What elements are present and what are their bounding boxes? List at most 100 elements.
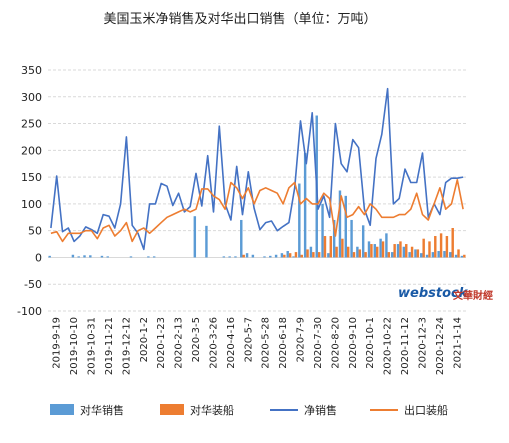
bar-china-shipment xyxy=(358,249,362,258)
legend-item: 净销售 xyxy=(270,403,337,417)
x-tick-label: 2020-4-16 xyxy=(226,317,237,369)
bar-china-shipment xyxy=(445,236,449,258)
x-tick-label: 2020-1-23 xyxy=(156,317,167,369)
bar-china-sales xyxy=(234,256,237,258)
legend-label: 对华销售 xyxy=(80,403,124,417)
bar-china-shipment xyxy=(381,241,385,258)
x-tick-label: 2020-3-26 xyxy=(209,317,220,369)
bar-china-sales xyxy=(437,251,440,258)
bar-china-sales xyxy=(89,255,92,258)
bar-china-shipment xyxy=(457,249,460,258)
bar-china-sales xyxy=(327,253,330,258)
bar-china-sales xyxy=(425,254,429,258)
bar-china-sales xyxy=(298,183,301,258)
x-tick-label: 2020-1-2 xyxy=(139,317,150,362)
x-tick-label: 2020-11-12 xyxy=(400,317,411,375)
bar-china-sales xyxy=(251,254,255,258)
bar-china-shipment xyxy=(323,236,327,258)
bar-china-shipment xyxy=(306,249,309,258)
legend-swatch xyxy=(50,404,74,415)
y-axis: -100 -50 0 50 100 150 200 250 300 350 xyxy=(17,64,42,318)
bar-china-sales xyxy=(222,256,226,258)
x-tick-label: 2019-11-21 xyxy=(104,317,115,375)
bar-china-sales xyxy=(338,190,342,258)
bar-china-shipment xyxy=(387,252,391,258)
legend-label: 净销售 xyxy=(304,403,337,417)
bar-china-sales xyxy=(454,254,458,258)
bar-china-sales xyxy=(286,251,289,258)
x-axis: 2019-9-19 2019-10-10 2019-10-31 2019-11-21 2… xyxy=(52,317,464,375)
y-tick-label: 250 xyxy=(21,118,42,131)
y-tick-label: 150 xyxy=(21,171,42,184)
bar-china-shipment xyxy=(294,252,298,258)
bar-china-shipment xyxy=(405,244,408,258)
bar-china-sales xyxy=(205,225,208,258)
bar-china-sales xyxy=(263,256,266,258)
legend-label: 出口装船 xyxy=(404,403,448,417)
bar-china-shipment xyxy=(364,252,367,258)
bar-china-sales xyxy=(147,256,150,258)
bar-china-sales xyxy=(443,251,446,258)
bar-china-sales xyxy=(449,252,452,258)
x-tick-label: 2020-5-28 xyxy=(261,317,272,369)
y-tick-label: 50 xyxy=(28,225,42,238)
bar-china-sales xyxy=(71,254,75,258)
bar-china-sales xyxy=(228,256,231,258)
bar-china-shipment xyxy=(416,249,420,258)
x-tick-label: 2020-12-24 xyxy=(435,317,446,375)
y-tick-label: 0 xyxy=(35,251,42,264)
bar-china-sales xyxy=(385,233,388,258)
bar-china-shipment xyxy=(428,241,431,258)
x-tick-label: 2020-3-5 xyxy=(191,317,202,362)
bar-china-sales xyxy=(414,249,417,258)
watermark-sub: 文華財經 xyxy=(453,289,493,302)
bar-china-shipment xyxy=(451,227,454,258)
bar-china-sales xyxy=(152,256,156,258)
bar-china-sales xyxy=(83,255,86,258)
bar-china-sales xyxy=(373,244,377,258)
x-tick-label: 2020-2-13 xyxy=(174,317,185,369)
watermark-logo: webstock 文華財經 xyxy=(398,286,493,302)
x-tick-label: 2019-12-12 xyxy=(121,317,132,375)
legend-swatch xyxy=(160,404,184,415)
x-tick-label: 2020-8-20 xyxy=(330,317,341,369)
bar-china-sales xyxy=(321,203,324,258)
bar-china-sales xyxy=(402,246,406,258)
x-tick-label: 2021-1-14 xyxy=(452,317,463,369)
bar-china-shipment xyxy=(422,238,425,258)
bar-china-shipment xyxy=(300,254,303,258)
bar-china-shipment xyxy=(352,252,356,258)
bar-china-sales xyxy=(431,252,435,258)
y-tick-label: 300 xyxy=(21,91,42,104)
legend-item: 对华装船 xyxy=(160,403,234,417)
y-tick-label: 200 xyxy=(21,144,42,157)
bar-china-sales xyxy=(274,254,278,258)
bar-china-shipment xyxy=(399,241,402,258)
x-tick-label: 2019-10-10 xyxy=(69,317,80,375)
legend: 对华销售 对华装船 净销售 出口装船 xyxy=(50,403,448,417)
bar-china-sales xyxy=(379,238,382,258)
bar-china-sales xyxy=(350,219,353,258)
bar-china-sales xyxy=(48,255,51,258)
legend-item: 对华销售 xyxy=(50,403,124,417)
bar-china-shipment xyxy=(463,254,466,258)
bar-china-sales xyxy=(361,225,365,258)
x-tick-label: 2020-12-3 xyxy=(418,317,429,369)
bar-china-sales xyxy=(280,253,284,258)
bar-china-shipment xyxy=(341,238,344,258)
bar-china-shipment xyxy=(410,246,414,258)
bar-china-sales xyxy=(240,219,243,258)
bar-china-shipment xyxy=(376,246,379,258)
x-tick-label: 2019-9-19 xyxy=(52,317,63,369)
x-tick-label: 2020-10-1 xyxy=(365,317,376,369)
bar-china-shipment xyxy=(312,252,315,258)
bar-china-sales xyxy=(77,256,80,258)
grid-lines xyxy=(48,69,466,312)
bar-china-shipment xyxy=(335,246,338,258)
x-tick-label: 2020-7-30 xyxy=(313,317,324,369)
bar-china-shipment xyxy=(317,252,321,258)
chart-title: 美国玉米净销售及对华出口销售（单位：万吨） xyxy=(103,11,376,27)
x-tick-label: 2020-6-18 xyxy=(278,317,289,369)
y-tick-label: -100 xyxy=(17,305,42,318)
